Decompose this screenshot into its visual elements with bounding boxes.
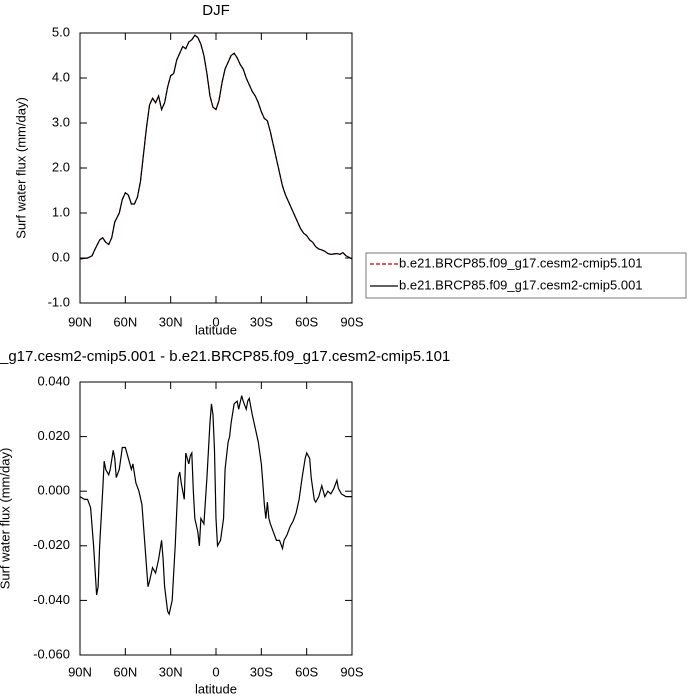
x-tick-label: 30S [250, 314, 273, 329]
x-tick-label: 60N [113, 314, 137, 329]
data-line [79, 34, 353, 260]
x-tick-label: 60S [295, 314, 318, 329]
y-tick-label: 5.0 [52, 24, 70, 39]
legend-label: b.e21.BRCP85.f09_g17.cesm2-cmip5.101 [399, 255, 643, 270]
x-tick-label: 0 [212, 314, 219, 329]
y-tick-label: -0.040 [33, 592, 70, 607]
chart-title: _g17.cesm2-cmip5.001 - b.e21.BRCP85.f09_… [0, 348, 450, 365]
y-tick-label: 0.040 [37, 373, 70, 388]
x-tick-label: 90S [340, 314, 363, 329]
y-tick-label: -0.060 [33, 646, 70, 661]
y-tick-label: 3.0 [52, 114, 70, 129]
y-tick-label: -1.0 [48, 294, 70, 309]
legend-box [365, 252, 687, 299]
x-tick-label: 90N [68, 314, 92, 329]
x-axis-label: latitude [195, 681, 237, 696]
y-tick-label: 4.0 [52, 69, 70, 84]
x-axis-label: latitude [195, 322, 237, 337]
y-tick-label: 0.020 [37, 428, 70, 443]
x-tick-label: 60N [113, 664, 137, 679]
y-axis-label: Surf water flux (mm/day) [13, 97, 28, 239]
chart-title: DJF [202, 2, 230, 19]
x-tick-label: 30S [250, 664, 273, 679]
y-tick-label: -0.020 [33, 537, 70, 552]
y-tick-label: 0.000 [37, 483, 70, 498]
y-tick-label: 1.0 [52, 204, 70, 219]
x-tick-label: 60S [295, 664, 318, 679]
y-tick-label: 0.0 [52, 249, 70, 264]
x-tick-label: 30N [159, 314, 183, 329]
x-tick-label: 90N [68, 664, 92, 679]
x-tick-label: 0 [212, 664, 219, 679]
data-line [79, 395, 352, 616]
x-tick-label: 90S [340, 664, 363, 679]
plot-frame [79, 381, 353, 656]
legend-label: b.e21.BRCP85.f09_g17.cesm2-cmip5.001 [399, 277, 643, 292]
y-axis-label: Surf water flux (mm/day) [0, 448, 12, 590]
y-tick-label: 2.0 [52, 159, 70, 174]
plot-frame [79, 32, 353, 304]
x-tick-label: 30N [159, 664, 183, 679]
data-line [79, 34, 353, 260]
